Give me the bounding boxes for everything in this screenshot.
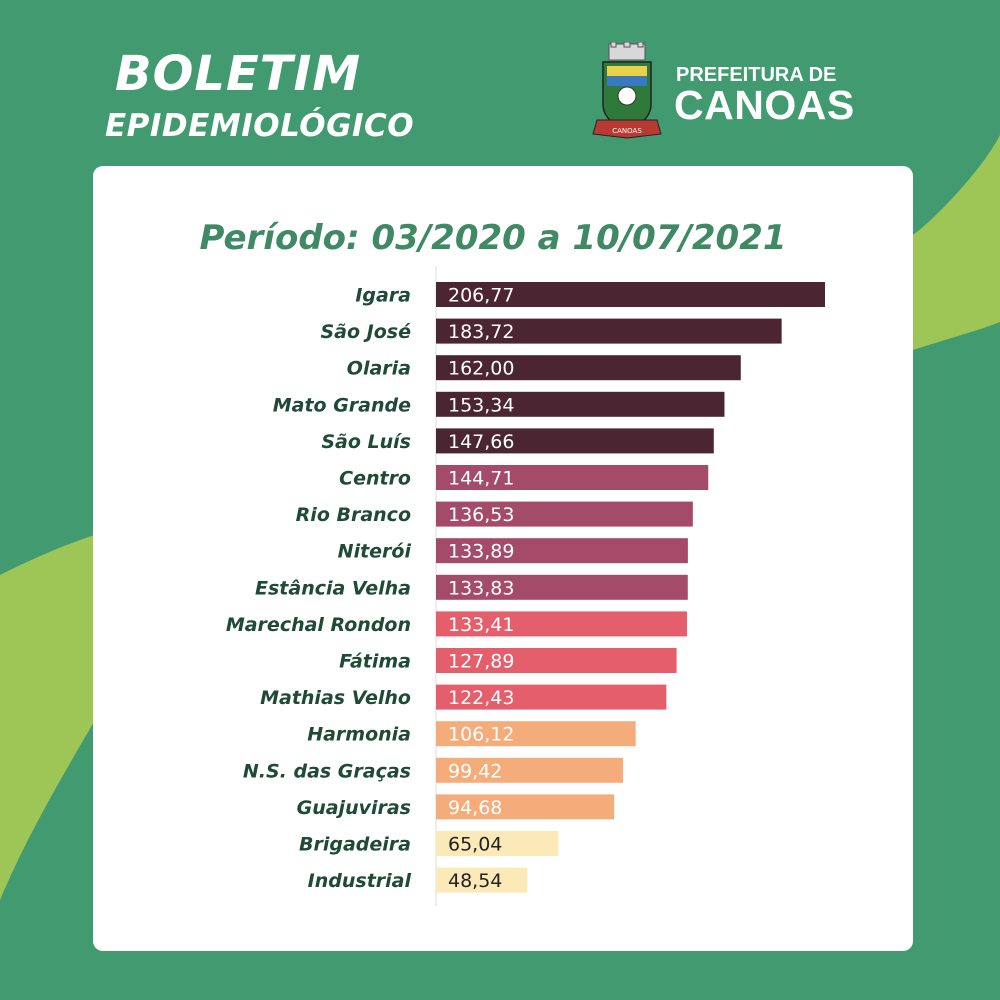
bulletin-subtitle: EPIDEMIOLÓGICO (105, 108, 415, 144)
category-label-16: Industrial (308, 870, 412, 892)
value-label-2: 162,00 (448, 358, 514, 380)
category-label-3: Mato Grande (273, 394, 411, 416)
bar-6 (436, 501, 693, 527)
value-label-4: 147,66 (448, 431, 514, 453)
right-green-wave (913, 135, 1000, 350)
org-name-line2: CANOAS (674, 82, 855, 128)
value-label-12: 106,12 (448, 724, 514, 746)
category-label-12: Harmonia (307, 724, 411, 746)
value-label-14: 94,68 (448, 797, 502, 819)
value-label-9: 133,41 (448, 614, 514, 636)
bar-0 (436, 282, 825, 307)
bar-3 (436, 391, 725, 417)
category-label-7: Niterói (338, 541, 412, 563)
value-label-0: 206,77 (448, 285, 514, 307)
bar-8 (436, 574, 688, 600)
category-label-13: N.S. das Graças (243, 760, 411, 782)
bulletin-title: BOLETIM (115, 46, 362, 102)
value-label-1: 183,72 (448, 321, 514, 343)
category-label-4: São Luís (321, 431, 411, 453)
category-label-2: Olaria (347, 358, 411, 380)
value-label-7: 133,89 (448, 541, 514, 563)
bar-2 (436, 355, 741, 381)
bar-12 (436, 721, 636, 747)
category-label-0: Igara (355, 285, 411, 307)
chart-card: Período: 03/2020 a 10/07/2021 Igara 206,7… (93, 166, 913, 951)
category-label-14: Guajuviras (297, 797, 411, 819)
crest-banner-text: CANOAS (612, 127, 642, 135)
value-label-5: 144,71 (448, 468, 514, 490)
org-name-line1: PREFEITURA DE (676, 64, 837, 86)
category-label-1: São José (321, 321, 412, 343)
chart-title: Período: 03/2020 a 10/07/2021 (199, 218, 787, 258)
bar-10 (436, 648, 677, 673)
left-green-wave (0, 535, 95, 900)
value-label-3: 153,34 (448, 394, 514, 416)
category-label-15: Brigadeira (299, 834, 411, 856)
bar-16 (436, 867, 528, 893)
value-label-10: 127,89 (448, 651, 514, 673)
bar-14 (436, 794, 615, 820)
value-label-6: 136,53 (448, 504, 514, 526)
bar-11 (436, 684, 667, 710)
category-label-10: Fátima (339, 651, 411, 673)
bar-9 (436, 611, 687, 637)
category-label-9: Marechal Rondon (226, 614, 411, 636)
category-label-6: Rio Branco (296, 504, 411, 526)
bar-13 (436, 757, 624, 783)
bar-4 (436, 428, 714, 454)
value-label-13: 99,42 (448, 760, 502, 782)
bar-5 (436, 465, 709, 490)
bar-7 (436, 538, 688, 564)
bar-chart: Igara 206,77 São José 183,72 Olaria 162,00 Mat… (226, 266, 825, 906)
bar-15 (436, 831, 559, 856)
value-label-16: 48,54 (448, 870, 502, 892)
bar-1 (436, 318, 782, 344)
category-label-5: Centro (339, 468, 411, 490)
category-label-11: Mathias Velho (260, 687, 411, 709)
value-label-11: 122,43 (448, 687, 514, 709)
category-label-8: Estância Velha (255, 577, 411, 599)
city-crest-logo: CANOAS (592, 42, 662, 139)
value-label-8: 133,83 (448, 577, 514, 599)
value-label-15: 65,04 (448, 834, 502, 856)
